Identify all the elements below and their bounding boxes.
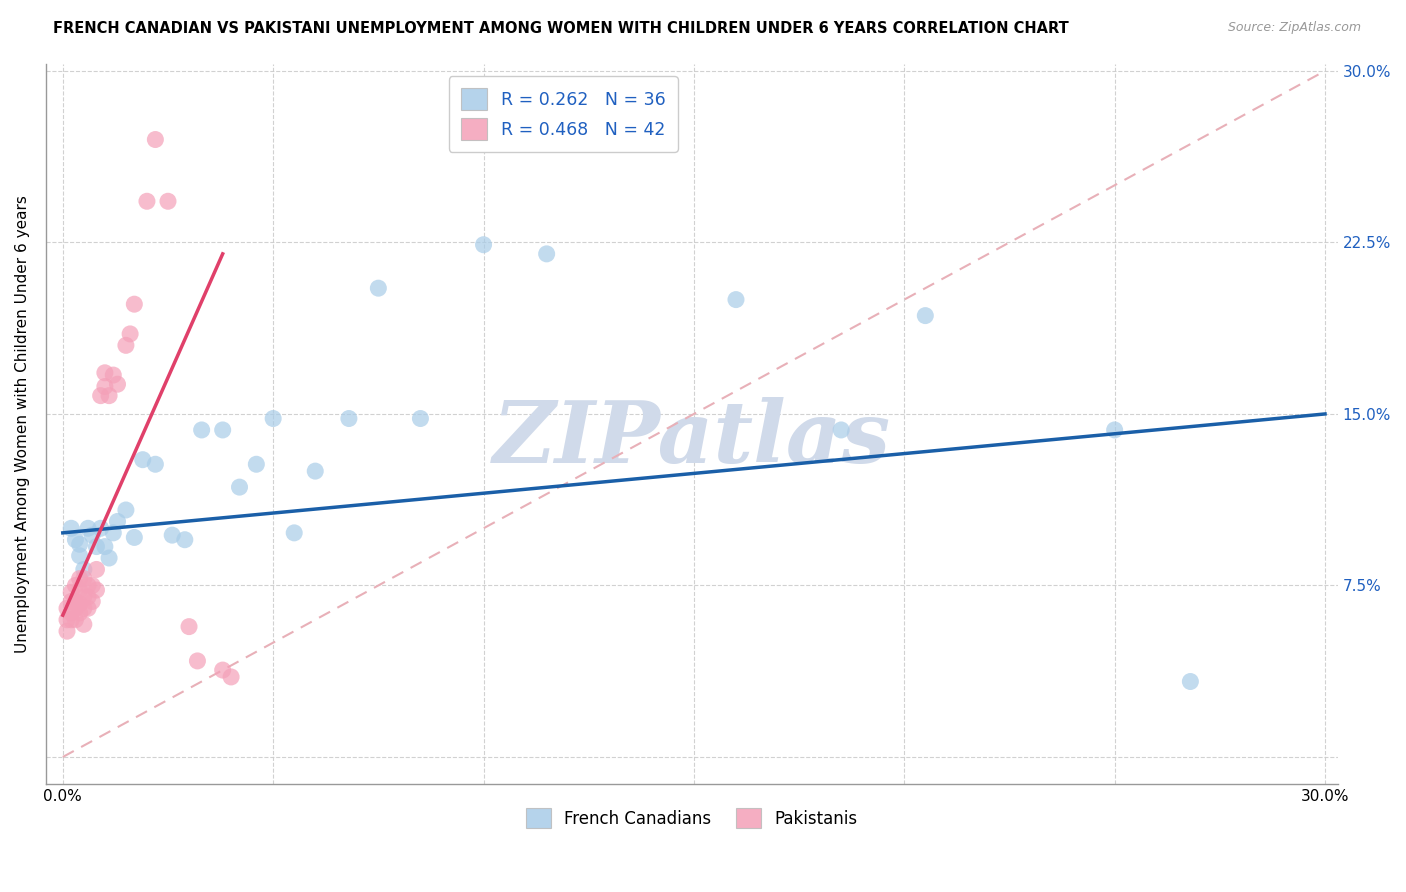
Point bbox=[262, 411, 284, 425]
Point bbox=[73, 601, 96, 615]
Point bbox=[94, 379, 117, 393]
Point bbox=[69, 549, 91, 563]
Point bbox=[211, 663, 233, 677]
Point bbox=[409, 411, 432, 425]
Point bbox=[228, 480, 250, 494]
Point bbox=[60, 594, 83, 608]
Point bbox=[124, 531, 146, 545]
Point bbox=[73, 617, 96, 632]
Point bbox=[94, 540, 117, 554]
Point bbox=[173, 533, 195, 547]
Point bbox=[98, 551, 121, 566]
Point bbox=[56, 601, 79, 615]
Text: FRENCH CANADIAN VS PAKISTANI UNEMPLOYMENT AMONG WOMEN WITH CHILDREN UNDER 6 YEAR: FRENCH CANADIAN VS PAKISTANI UNEMPLOYMEN… bbox=[53, 21, 1069, 37]
Point bbox=[190, 423, 212, 437]
Point bbox=[86, 540, 108, 554]
Point bbox=[56, 624, 79, 639]
Legend: French Canadians, Pakistanis: French Canadians, Pakistanis bbox=[519, 802, 865, 835]
Point bbox=[86, 582, 108, 597]
Point bbox=[77, 578, 100, 592]
Point bbox=[73, 562, 96, 576]
Point bbox=[1180, 674, 1202, 689]
Point bbox=[65, 578, 87, 592]
Point bbox=[77, 521, 100, 535]
Point bbox=[60, 585, 83, 599]
Point bbox=[103, 525, 125, 540]
Point bbox=[1104, 423, 1126, 437]
Point bbox=[69, 582, 91, 597]
Point bbox=[186, 654, 208, 668]
Point bbox=[245, 457, 267, 471]
Point bbox=[219, 670, 242, 684]
Point bbox=[337, 411, 360, 425]
Point bbox=[65, 533, 87, 547]
Point bbox=[60, 521, 83, 535]
Point bbox=[69, 572, 91, 586]
Point bbox=[69, 537, 91, 551]
Point bbox=[211, 423, 233, 437]
Point bbox=[160, 528, 183, 542]
Point bbox=[472, 237, 495, 252]
Point bbox=[145, 457, 167, 471]
Point bbox=[82, 528, 104, 542]
Point bbox=[94, 366, 117, 380]
Point bbox=[283, 525, 305, 540]
Point bbox=[60, 606, 83, 620]
Point bbox=[65, 594, 87, 608]
Point bbox=[69, 606, 91, 620]
Point bbox=[65, 601, 87, 615]
Point bbox=[156, 194, 179, 209]
Point bbox=[304, 464, 326, 478]
Point bbox=[830, 423, 852, 437]
Point bbox=[132, 452, 155, 467]
Point bbox=[136, 194, 159, 209]
Point bbox=[120, 326, 142, 341]
Point bbox=[77, 590, 100, 604]
Point bbox=[177, 619, 200, 633]
Text: Source: ZipAtlas.com: Source: ZipAtlas.com bbox=[1227, 21, 1361, 35]
Point bbox=[69, 597, 91, 611]
Point bbox=[124, 297, 146, 311]
Point bbox=[367, 281, 389, 295]
Point bbox=[724, 293, 747, 307]
Y-axis label: Unemployment Among Women with Children Under 6 years: Unemployment Among Women with Children U… bbox=[15, 195, 30, 653]
Point bbox=[82, 594, 104, 608]
Point bbox=[73, 572, 96, 586]
Point bbox=[107, 515, 129, 529]
Point bbox=[536, 247, 558, 261]
Point bbox=[86, 562, 108, 576]
Point bbox=[914, 309, 936, 323]
Point bbox=[90, 521, 112, 535]
Point bbox=[90, 389, 112, 403]
Point bbox=[65, 613, 87, 627]
Point bbox=[103, 368, 125, 382]
Point bbox=[115, 503, 138, 517]
Point bbox=[77, 601, 100, 615]
Point bbox=[82, 578, 104, 592]
Text: ZIPatlas: ZIPatlas bbox=[492, 397, 891, 481]
Point bbox=[115, 338, 138, 352]
Point bbox=[56, 613, 79, 627]
Point bbox=[73, 590, 96, 604]
Point bbox=[107, 377, 129, 392]
Point bbox=[145, 132, 167, 146]
Point bbox=[98, 389, 121, 403]
Point bbox=[60, 613, 83, 627]
